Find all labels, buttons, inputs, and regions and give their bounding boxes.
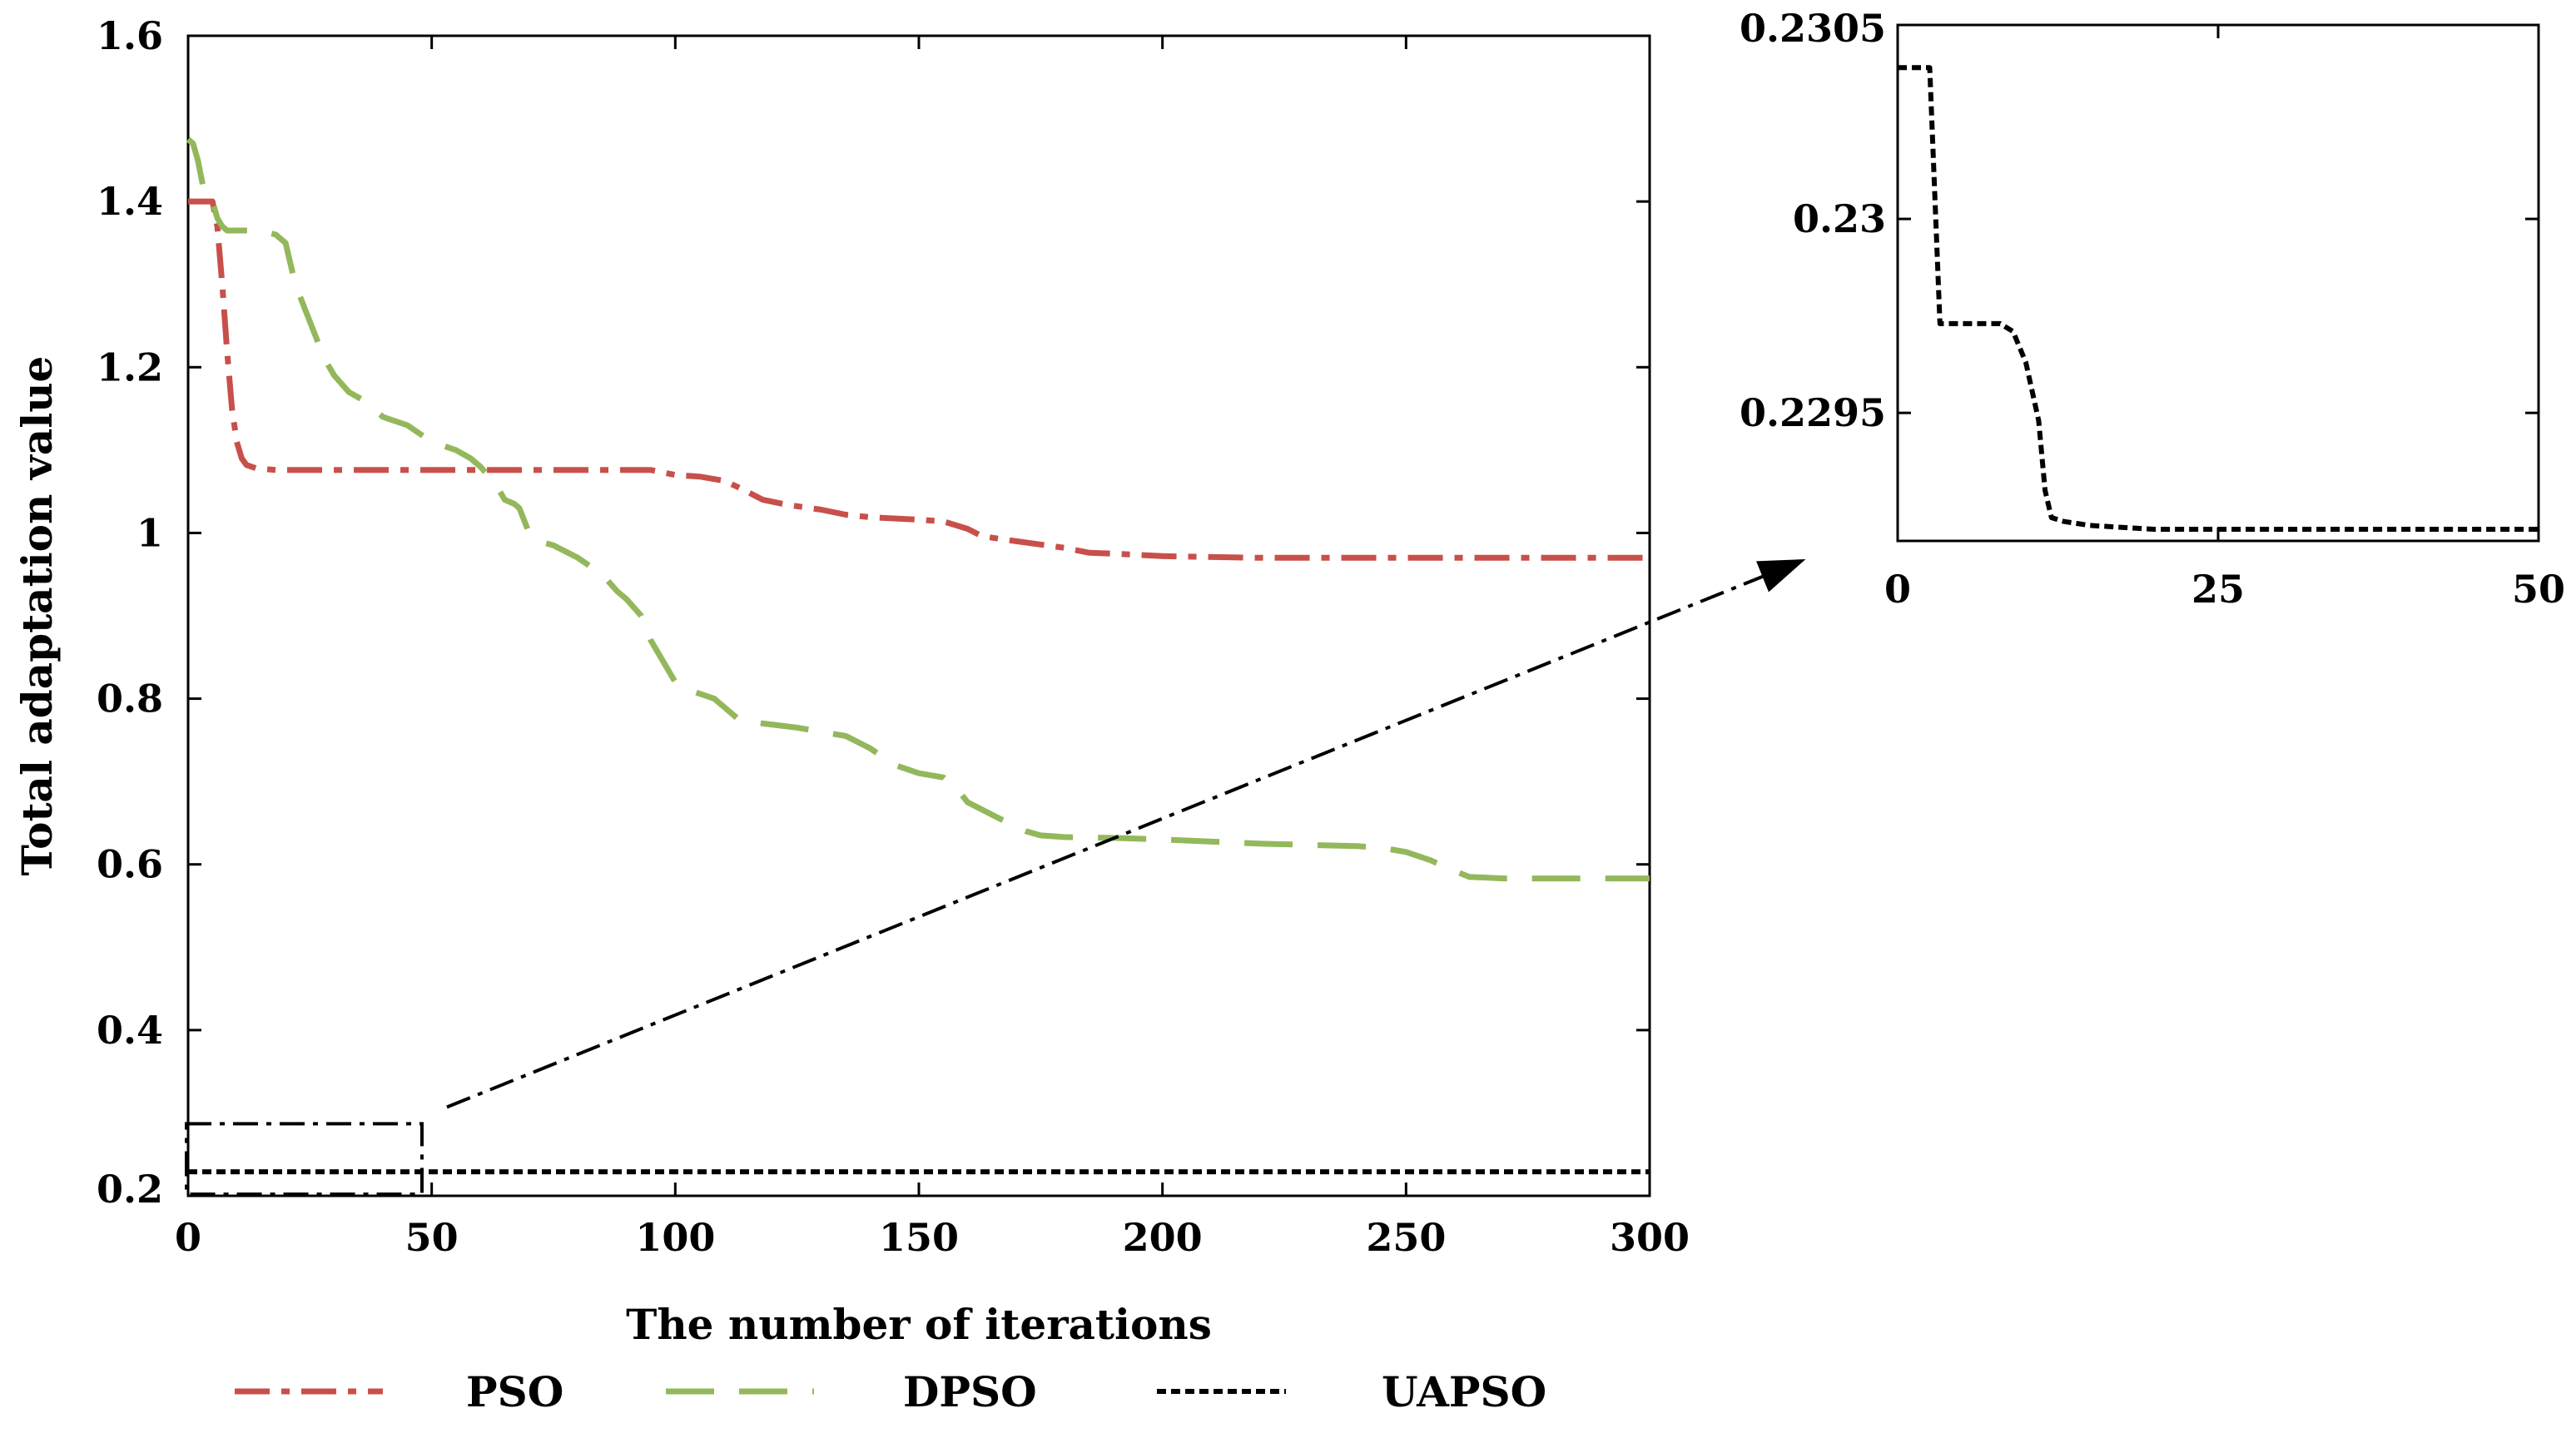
main-x-tick-label: 200 bbox=[1123, 1215, 1203, 1260]
main-y-tick-label: 1.2 bbox=[97, 345, 163, 389]
main-frame bbox=[186, 34, 1651, 1197]
main-y-tick-label: 0.8 bbox=[97, 677, 163, 721]
main-y-tick-label: 0.4 bbox=[97, 1008, 163, 1053]
main-series-pso-line bbox=[188, 198, 1650, 561]
inset-x-tick-label: 50 bbox=[2512, 567, 2565, 612]
main-x-tick-label: 50 bbox=[405, 1215, 459, 1260]
main-y-axis-title: Total adaptation value bbox=[12, 356, 62, 876]
main-x-tick-label: 0 bbox=[175, 1215, 201, 1260]
main-x-tick-label: 250 bbox=[1366, 1215, 1446, 1260]
inset-series-uapso-line bbox=[1898, 65, 2539, 532]
inset-y-tick-label: 0.23 bbox=[1793, 196, 1886, 241]
zoom-region-box bbox=[185, 1122, 424, 1196]
main-x-axis-title: The number of iterations bbox=[626, 1300, 1212, 1349]
inset-x-tick-label: 25 bbox=[2191, 567, 2245, 612]
main-y-tick-label: 1.4 bbox=[97, 179, 163, 224]
zoom-arrow bbox=[446, 559, 1806, 1109]
legend-label-pso: PSO bbox=[466, 1367, 563, 1416]
legend-label-uapso: UAPSO bbox=[1382, 1367, 1546, 1416]
inset-plot: 0 25 50 0.2295 0.23 0.2305 bbox=[1740, 6, 2565, 612]
main-series-dpso-line bbox=[186, 136, 1650, 882]
legend-label-dpso: DPSO bbox=[903, 1367, 1037, 1416]
main-y-tick-label: 0.2 bbox=[97, 1167, 163, 1212]
main-x-tick-label: 100 bbox=[635, 1215, 715, 1260]
main-y-tick-label: 0.6 bbox=[97, 842, 163, 887]
legend: PSO DPSO UAPSO bbox=[235, 1367, 1546, 1416]
zoom-annotation bbox=[185, 559, 1806, 1196]
inset-frame bbox=[1896, 23, 2540, 543]
main-y-tick-label: 1.6 bbox=[97, 13, 163, 58]
inset-y-tick-label: 0.2295 bbox=[1740, 390, 1886, 435]
main-plot: 0 50 100 150 200 250 300 0.2 0.4 0.6 0.8 1 1.2 1.4 1.6… bbox=[12, 13, 1690, 1349]
inset-x-tick-label: 0 bbox=[1884, 567, 1911, 612]
main-x-tick-label: 300 bbox=[1610, 1215, 1690, 1260]
main-x-tick-label: 150 bbox=[879, 1215, 959, 1260]
main-y-tick-label: 1 bbox=[136, 510, 163, 555]
inset-y-tick-label: 0.2305 bbox=[1740, 6, 1886, 51]
